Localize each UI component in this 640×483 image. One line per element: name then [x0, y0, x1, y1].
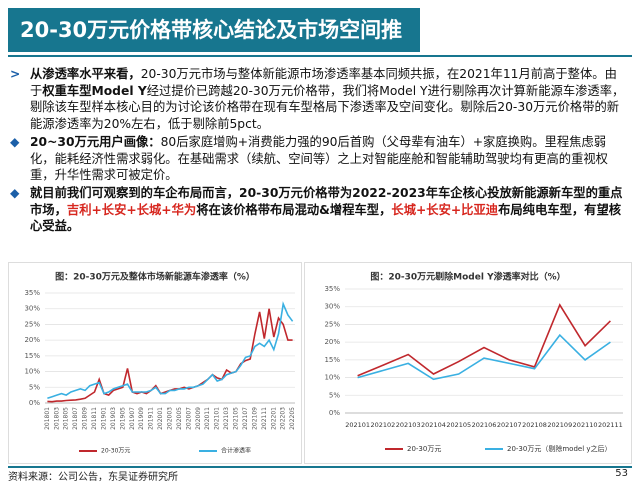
chart-title: 图：20-30万元及整体市场新能源车渗透率（%） [55, 271, 255, 283]
line-series [357, 333, 611, 381]
text-run: 布局纯电车型，有望核心受益。 [30, 202, 622, 234]
legend-label: 20-30万元 [101, 448, 130, 455]
x-tick-label: 202106 [472, 421, 497, 429]
x-tick-label: 201901 [100, 407, 107, 430]
bullet: > 从渗透率水平来看，20-30万元市场与整体新能源市场渗透率基本同频共振，在20… [10, 66, 628, 132]
legend-label: 合计渗透率 [221, 447, 251, 455]
source-note: 资料来源：公司公告，东吴证券研究所 [8, 472, 178, 483]
line-series [357, 303, 611, 377]
y-tick-label: 10% [324, 374, 340, 382]
x-tick-label: 202205 [289, 407, 296, 430]
bullet-marker: ◆ [10, 135, 20, 149]
footer-rule [8, 466, 632, 468]
legend-label: 20-30万元（剔除model y之后） [507, 444, 612, 453]
x-tick-label: 201905 [119, 407, 126, 430]
x-tick-label: 202103 [223, 407, 230, 430]
text-run: 从渗透率水平来看， [30, 67, 141, 81]
x-tick-label: 201801 [44, 407, 51, 430]
x-tick-label: 202105 [233, 407, 240, 430]
text-run: 就目前我们可观察到的车企布局而言，20-30万元价格带为2022-2023年车企… [30, 186, 623, 217]
x-tick-label: 202111 [261, 407, 268, 430]
y-tick-label: 15% [324, 356, 340, 364]
text-run: 经过提价已跨越20-30万元价格带，我们将Model Y进行剔除再次计算新能源车… [30, 83, 625, 131]
x-tick-label: 202005 [176, 407, 183, 430]
bullet-marker: ◆ [10, 186, 20, 200]
bullet-text: 就目前我们可观察到的车企布局而言，20-30万元价格带为2022-2023年车企… [30, 185, 628, 235]
text-run: 20~30万元用户画像： [30, 135, 161, 149]
x-tick-label: 202102 [370, 421, 395, 429]
x-tick-label: 202001 [157, 407, 164, 430]
x-tick-label: 201907 [129, 407, 136, 430]
x-tick-label: 202109 [547, 421, 572, 429]
x-tick-label: 202107 [242, 407, 249, 430]
x-tick-label: 201903 [110, 407, 117, 430]
y-tick-label: 30% [24, 305, 40, 313]
x-tick-label: 202110 [573, 421, 598, 429]
y-tick-label: 25% [324, 320, 340, 328]
text-run: 长城+长安+比亚迪 [391, 202, 499, 217]
text-run: 将在该价格带布局混动&增程车型， [196, 202, 392, 217]
x-tick-label: 201909 [138, 407, 145, 430]
y-tick-label: 15% [24, 352, 40, 360]
x-tick-label: 201809 [82, 407, 89, 430]
text-run: 20-30万元市场与整体新能源市场渗透率基本同频共振，在2021年11月前高于整… [30, 67, 617, 98]
bullet-text: 从渗透率水平来看，20-30万元市场与整体新能源市场渗透率基本同频共振，在202… [30, 66, 628, 132]
chart: 图：20-30万元及整体市场新能源车渗透率（%） 0% 5% 10% 15% 20% 25%… [8, 262, 302, 464]
chart-title: 图：20-30万元剔除Model Y渗透率对比（%） [370, 271, 565, 283]
y-tick-label: 10% [24, 368, 40, 376]
y-tick-label: 5% [29, 383, 40, 391]
x-tick-label: 201911 [148, 407, 155, 430]
y-tick-label: 0% [329, 409, 340, 417]
x-tick-label: 202009 [195, 407, 202, 430]
page-number: 53 [615, 468, 628, 479]
legend-label: 20-30万元 [407, 445, 441, 453]
y-tick-label: 35% [324, 285, 340, 293]
x-tick-label: 202203 [280, 407, 287, 430]
chart: 图：20-30万元剔除Model Y渗透率对比（%） 0% 5% 10% 15% 20% 2… [304, 262, 632, 464]
line-series [47, 308, 293, 403]
header-rule [8, 55, 632, 57]
y-tick-label: 0% [29, 399, 40, 407]
y-tick-label: 5% [329, 391, 340, 399]
y-tick-label: 20% [324, 338, 340, 346]
bullet-text: 20~30万元用户画像：80后家庭增购+消费能力强的90后首购（父母辈有油车）+… [30, 134, 628, 184]
header-title: 20-30万元价格带核心结论及市场空间推演 [8, 8, 420, 86]
y-tick-label: 25% [24, 320, 40, 328]
x-tick-label: 202007 [185, 407, 192, 430]
x-tick-label: 202107 [497, 421, 522, 429]
text-run: 80后家庭增购+消费能力强的90后首购（父母辈有油车）+家庭换购。里程焦虑弱化，… [30, 135, 608, 182]
text-run: 权重车型Model Y [42, 83, 147, 98]
x-tick-label: 202111 [598, 421, 623, 429]
x-tick-label: 202108 [522, 421, 547, 429]
x-tick-label: 202011 [204, 407, 211, 430]
y-tick-label: 20% [24, 336, 40, 344]
y-tick-label: 35% [24, 289, 40, 297]
y-tick-label: 30% [324, 303, 340, 311]
x-tick-label: 201811 [91, 407, 98, 430]
x-tick-label: 202104 [421, 421, 446, 429]
x-tick-label: 202101 [345, 421, 370, 429]
bullet-marker: > [10, 67, 21, 81]
x-tick-label: 202101 [214, 407, 221, 430]
x-tick-label: 201807 [72, 407, 79, 430]
x-tick-label: 201803 [53, 407, 60, 430]
x-tick-label: 202105 [446, 421, 471, 429]
line-series [47, 301, 294, 400]
bullet: ◆ 就目前我们可观察到的车企布局而言，20-30万元价格带为2022-2023年车… [10, 185, 628, 235]
x-tick-label: 202201 [270, 407, 277, 430]
text-run: 吉利+长安+长城+华为 [66, 202, 197, 217]
x-tick-label: 202003 [167, 407, 174, 430]
x-tick-label: 201805 [63, 407, 70, 430]
x-tick-label: 202109 [251, 407, 258, 430]
bullet: ◆ 20~30万元用户画像：80后家庭增购+消费能力强的90后首购（父母辈有油车）… [10, 134, 628, 184]
x-tick-label: 202103 [396, 421, 421, 429]
